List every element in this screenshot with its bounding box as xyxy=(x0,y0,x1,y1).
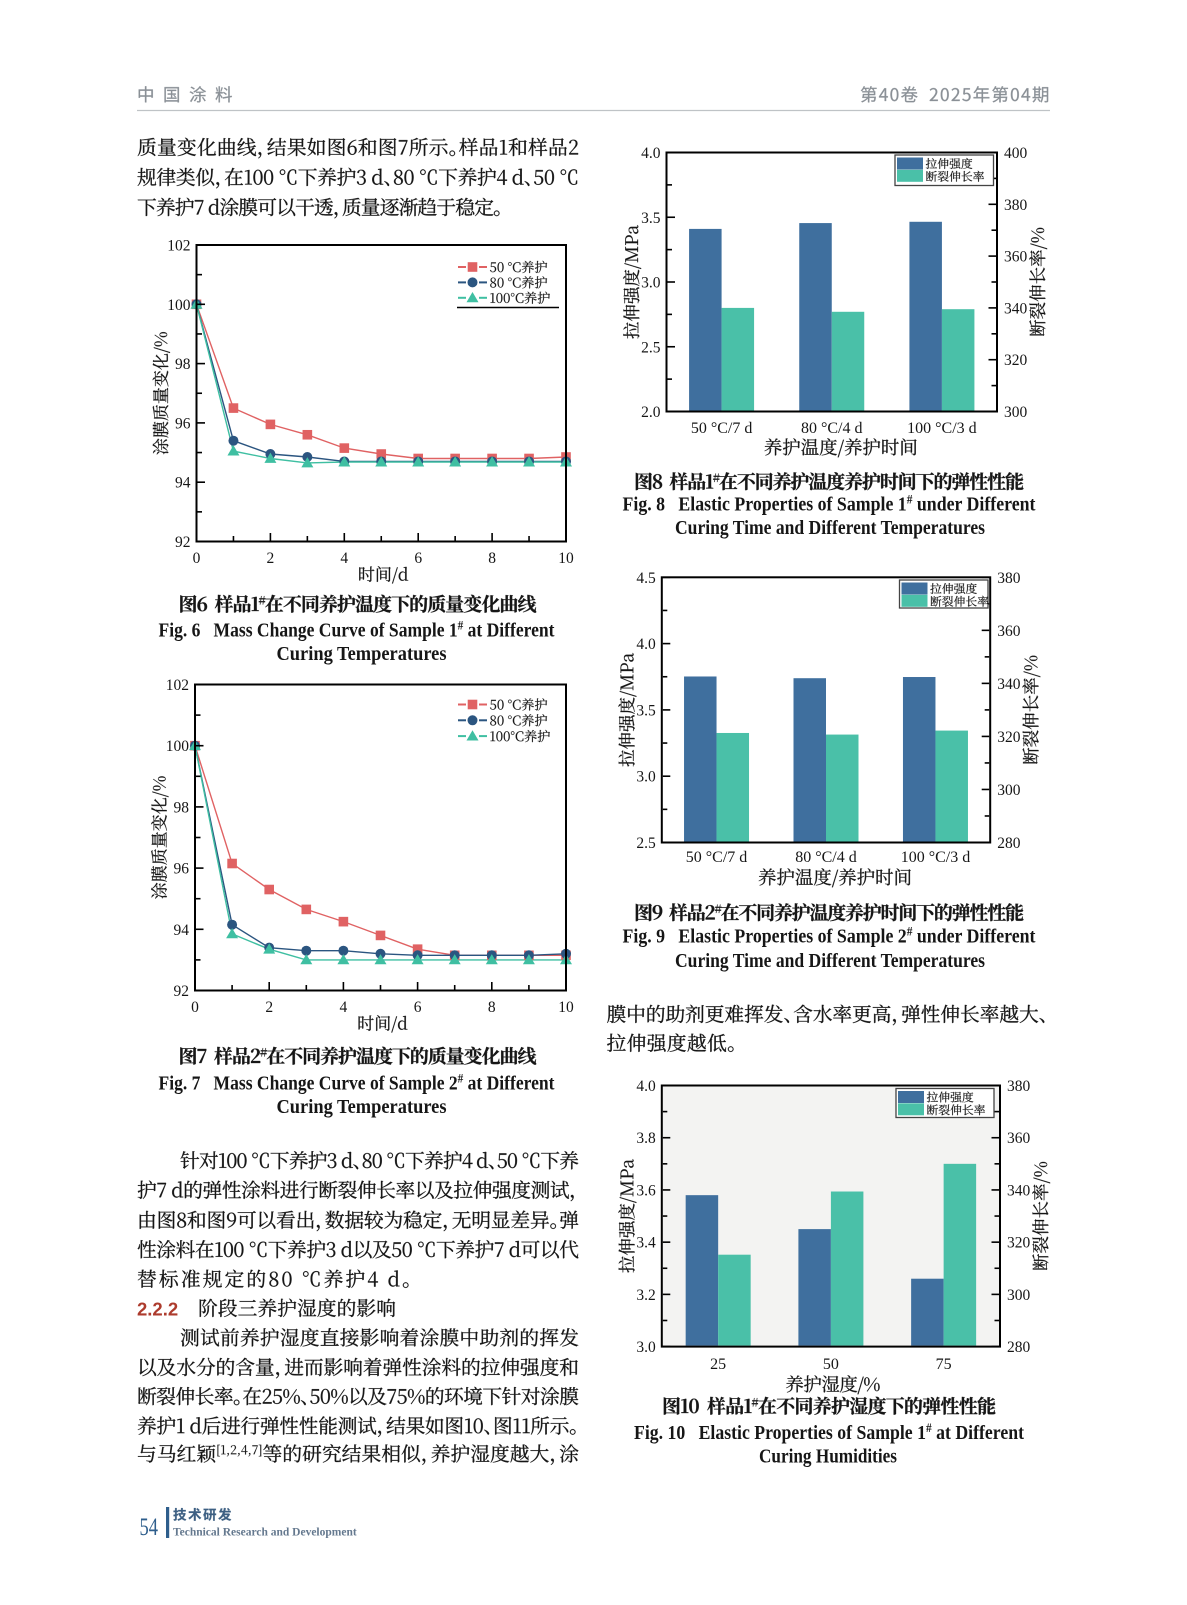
svg-text:10: 10 xyxy=(558,550,574,567)
svg-text:4.0: 4.0 xyxy=(641,145,661,162)
svg-text:3.2: 3.2 xyxy=(636,1287,655,1304)
svg-text:6: 6 xyxy=(414,999,422,1016)
svg-text:Fig. 10 Elastic Properties o: Fig. 10 Elastic Properties of Sample 1# … xyxy=(634,1421,1024,1444)
svg-text:4: 4 xyxy=(340,550,348,567)
svg-text:Fig. 7 Mass Change Curve of: Fig. 7 Mass Change Curve of Sample 2# at… xyxy=(159,1072,555,1095)
svg-text:2.5: 2.5 xyxy=(641,339,661,356)
svg-text:Fig. 6 Mass Change Curve of: Fig. 6 Mass Change Curve of Sample 1# at… xyxy=(159,619,555,642)
svg-text:340: 340 xyxy=(1007,1182,1031,1199)
svg-text:80 °C/4 d: 80 °C/4 d xyxy=(801,420,863,437)
svg-text:98: 98 xyxy=(174,799,190,816)
svg-text:4: 4 xyxy=(340,999,348,1016)
svg-text:50: 50 xyxy=(823,1356,839,1373)
svg-text:96: 96 xyxy=(175,415,191,432)
svg-text:3.5: 3.5 xyxy=(641,210,661,227)
svg-text:54: 54 xyxy=(140,1514,159,1541)
svg-text:340: 340 xyxy=(1004,300,1028,317)
svg-text:92: 92 xyxy=(175,534,191,551)
svg-text:320: 320 xyxy=(1004,352,1028,369)
svg-text:280: 280 xyxy=(1007,1339,1031,1356)
svg-text:300: 300 xyxy=(997,782,1021,799)
svg-text:3.5: 3.5 xyxy=(636,702,656,719)
svg-text:94: 94 xyxy=(175,475,191,492)
svg-text:0: 0 xyxy=(191,999,199,1016)
svg-text:100 °C/3 d: 100 °C/3 d xyxy=(907,420,977,437)
svg-text:3.0: 3.0 xyxy=(636,769,656,786)
svg-text:3.6: 3.6 xyxy=(636,1182,656,1199)
svg-text:380: 380 xyxy=(997,570,1021,587)
svg-text:300: 300 xyxy=(1004,404,1028,421)
svg-text:75: 75 xyxy=(936,1356,952,1373)
svg-text:3.4: 3.4 xyxy=(636,1235,656,1252)
svg-text:3.0: 3.0 xyxy=(641,275,661,292)
svg-text:8: 8 xyxy=(488,999,496,1016)
svg-text:320: 320 xyxy=(997,729,1021,746)
svg-text:Curing Temperatures: Curing Temperatures xyxy=(277,1097,447,1118)
svg-text:100 °C/3 d: 100 °C/3 d xyxy=(901,849,971,866)
svg-text:96: 96 xyxy=(174,861,190,878)
svg-text:3.0: 3.0 xyxy=(636,1339,656,1356)
svg-text:8: 8 xyxy=(488,550,496,567)
svg-text:Curing Time and Different Temp: Curing Time and Different Temperatures xyxy=(675,951,985,972)
svg-text:Technical Research and Develop: Technical Research and Development xyxy=(173,1527,357,1539)
svg-text:280: 280 xyxy=(997,835,1021,852)
svg-text:92: 92 xyxy=(174,983,190,1000)
svg-text:400: 400 xyxy=(1004,145,1028,162)
svg-text:94: 94 xyxy=(174,922,190,939)
svg-text:Curing Humidities: Curing Humidities xyxy=(759,1447,897,1468)
svg-text:3.8: 3.8 xyxy=(636,1130,656,1147)
svg-text:340: 340 xyxy=(997,676,1021,693)
svg-text:2.5: 2.5 xyxy=(636,835,656,852)
svg-text:360: 360 xyxy=(997,623,1021,640)
svg-text:2: 2 xyxy=(265,999,273,1016)
svg-text:102: 102 xyxy=(166,677,189,694)
svg-text:2: 2 xyxy=(267,550,275,567)
svg-text:Curing Time and Different Temp: Curing Time and Different Temperatures xyxy=(675,518,985,539)
svg-text:320: 320 xyxy=(1007,1235,1031,1252)
svg-text:360: 360 xyxy=(1007,1130,1031,1147)
svg-text:4.0: 4.0 xyxy=(636,636,656,653)
svg-text:Fig. 9 Elastic Properties of: Fig. 9 Elastic Properties of Sample 2# u… xyxy=(623,925,1036,948)
svg-text:4.0: 4.0 xyxy=(636,1078,656,1095)
svg-text:380: 380 xyxy=(1007,1078,1031,1095)
svg-text:Curing Temperatures: Curing Temperatures xyxy=(277,644,447,665)
svg-text:360: 360 xyxy=(1004,249,1028,266)
svg-text:100: 100 xyxy=(166,738,190,755)
svg-text:0: 0 xyxy=(193,550,201,567)
svg-text:4.5: 4.5 xyxy=(636,570,656,587)
svg-text:380: 380 xyxy=(1004,197,1028,214)
svg-text:6: 6 xyxy=(414,550,422,567)
svg-text:2.2.2: 2.2.2 xyxy=(137,1298,178,1319)
svg-text:98: 98 xyxy=(175,356,191,373)
svg-text:10: 10 xyxy=(558,999,574,1016)
svg-text:102: 102 xyxy=(167,238,190,255)
svg-text:Fig. 8 Elastic Properties of: Fig. 8 Elastic Properties of Sample 1# u… xyxy=(623,493,1036,516)
svg-text:300: 300 xyxy=(1007,1287,1031,1304)
svg-text:25: 25 xyxy=(710,1356,726,1373)
svg-text:100: 100 xyxy=(167,297,191,314)
svg-text:50 °C/7 d: 50 °C/7 d xyxy=(691,420,753,437)
svg-text:80 °C/4 d: 80 °C/4 d xyxy=(795,849,857,866)
svg-text:50 °C/7 d: 50 °C/7 d xyxy=(686,849,748,866)
svg-text:2.0: 2.0 xyxy=(641,404,661,421)
